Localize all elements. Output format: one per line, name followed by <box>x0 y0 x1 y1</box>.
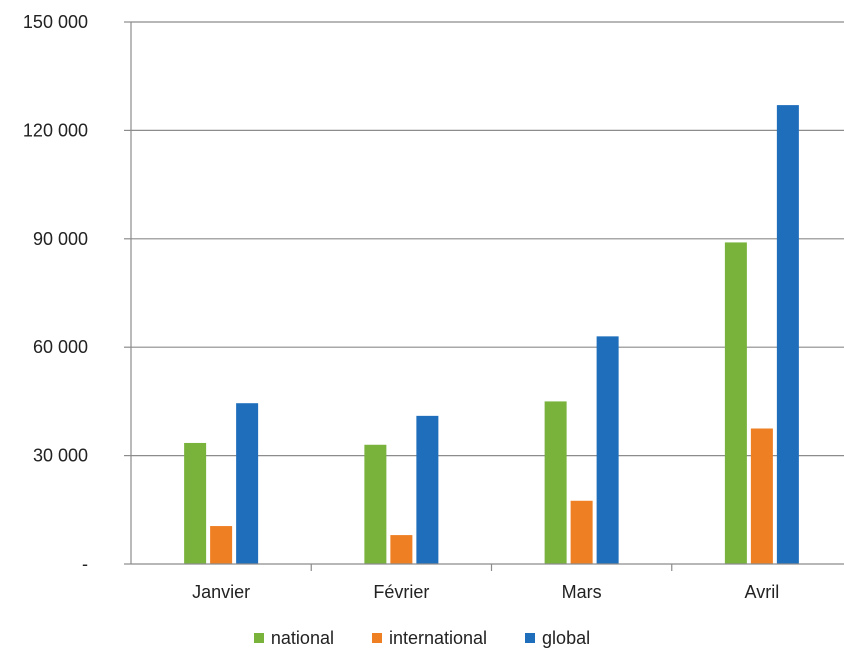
legend-swatch <box>253 633 264 643</box>
bar-national-février <box>364 444 387 564</box>
x-tick-label: Janvier <box>192 582 250 602</box>
legend-item-global: global <box>525 628 590 649</box>
legend-label: national <box>270 627 334 648</box>
bar-national-mars <box>544 401 567 564</box>
bar-global-avril <box>776 105 799 565</box>
legend-label: global <box>542 627 591 648</box>
x-tick-label: Avril <box>745 582 780 602</box>
bar-national-avril <box>724 242 747 564</box>
legend-swatch <box>371 633 382 643</box>
legend-item-international: international <box>371 627 488 649</box>
bar-international-avril <box>750 428 773 564</box>
bar-international-mars <box>570 500 593 564</box>
axes <box>124 21 844 571</box>
bars <box>184 105 799 565</box>
legend: national international global <box>0 626 844 650</box>
legend-item-national: national <box>253 627 334 649</box>
y-tick-label: 150 000 <box>23 12 88 32</box>
bar-national-janvier <box>184 442 207 564</box>
y-tick-label: 60 000 <box>33 337 88 357</box>
bar-international-février <box>390 535 413 564</box>
bar-international-janvier <box>210 526 233 564</box>
bar-global-février <box>416 415 439 564</box>
y-tick-labels: - 30 000 60 000 90 000 120 000 150 000 <box>23 12 88 574</box>
y-tick-label: - <box>82 554 88 574</box>
x-tick-labels: Janvier Février Mars Avril <box>192 582 779 602</box>
bar-global-janvier <box>236 403 259 564</box>
y-tick-label: 30 000 <box>33 446 88 466</box>
x-tick-label: Mars <box>562 582 602 602</box>
x-tick-label: Février <box>373 582 429 602</box>
y-tick-label: 90 000 <box>33 229 88 249</box>
y-tick-label: 120 000 <box>23 120 88 140</box>
legend-label: international <box>388 627 488 648</box>
bar-global-mars <box>596 336 619 564</box>
legend-swatch <box>525 633 536 643</box>
